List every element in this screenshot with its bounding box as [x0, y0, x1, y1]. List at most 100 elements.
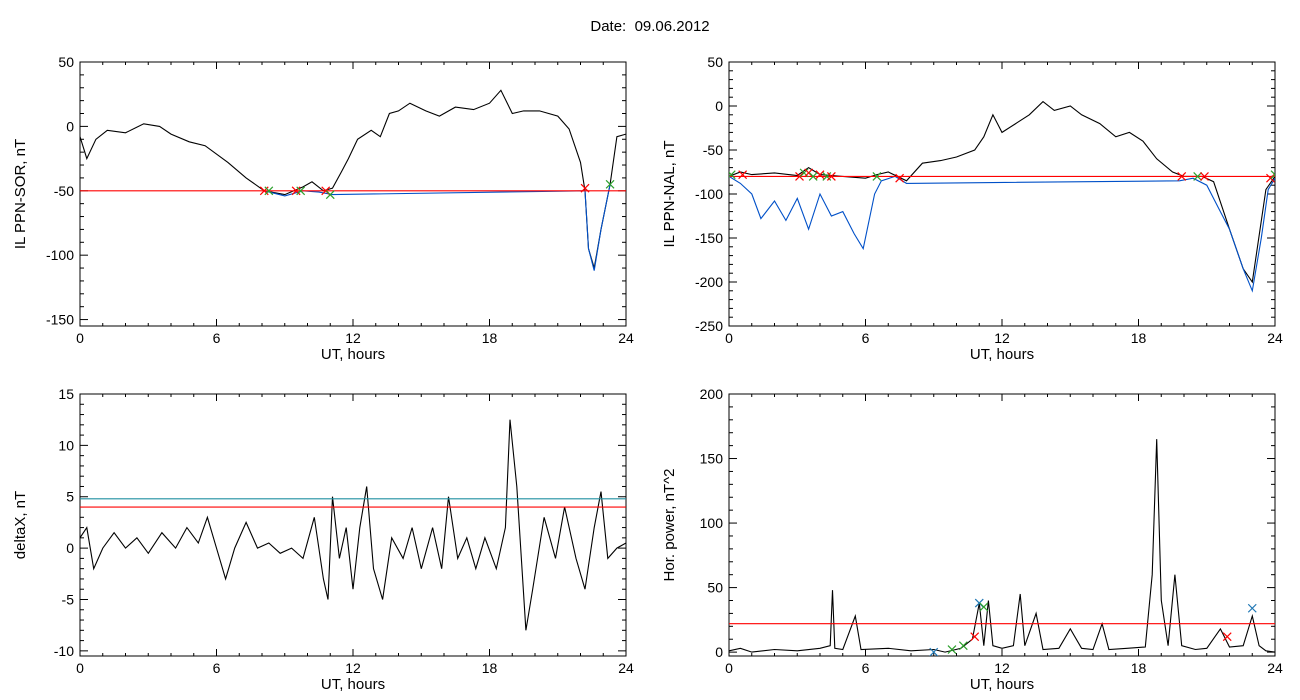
cross-marker-stroke	[738, 170, 748, 180]
x-tick-label: 24	[1267, 660, 1283, 676]
cross-marker	[958, 641, 968, 651]
cross-marker-stroke	[895, 173, 905, 183]
y-tick-label: 15	[58, 386, 74, 402]
cross-marker-stroke	[974, 598, 984, 608]
x-tick-label: 6	[213, 330, 221, 346]
cross-marker	[808, 171, 818, 181]
x-axis-label: UT, hours	[970, 346, 1034, 363]
cross-marker	[325, 190, 335, 200]
y-tick-label: -100	[695, 186, 723, 202]
chart-panel-ppn-nal: 0 6 12 18 24 50 0 -50 -100 -150 -200 -250 UT, hours I…	[661, 54, 1283, 363]
cross-marker	[1193, 171, 1203, 181]
y-tick-label: -200	[695, 274, 723, 290]
cross-marker-stroke	[958, 641, 968, 651]
cross-marker	[1222, 632, 1232, 642]
cross-marker	[872, 171, 882, 181]
cross-marker-stroke	[826, 171, 836, 181]
y-tick-label: -100	[46, 247, 74, 263]
date-label: Date:	[590, 18, 627, 35]
cross-marker	[795, 171, 804, 181]
x-tick-label: 24	[618, 330, 634, 346]
x-tick-label: 12	[994, 330, 1010, 346]
x-tick-label: 6	[213, 660, 221, 676]
y-tick-label: 10	[58, 437, 74, 453]
cross-marker	[296, 186, 306, 196]
y-axis-label: Hor. power, nT^2	[661, 469, 678, 582]
x-tick-label: 0	[76, 660, 84, 676]
cross-marker-stroke	[325, 190, 335, 200]
y-tick-label: 0	[715, 644, 723, 660]
cross-marker	[1270, 170, 1275, 180]
y-tick-label: -10	[54, 643, 74, 659]
cross-marker	[1177, 171, 1187, 181]
series-line-0	[80, 419, 626, 631]
y-axis-label: deltaX, nT	[12, 491, 29, 559]
y-axis-label: IL PPN-SOR, nT	[12, 139, 29, 249]
cross-marker-stroke	[1270, 173, 1275, 180]
cross-marker	[815, 170, 825, 180]
y-tick-label: -150	[695, 230, 723, 246]
series-line-1	[264, 184, 611, 271]
chart-panel-ppn-sor: 0 6 12 18 24 50 0 -50 -100 -150 UT, hours IL PPN-SO…	[12, 54, 634, 363]
series-line-1	[729, 175, 1275, 293]
y-tick-label: 150	[700, 451, 724, 467]
cross-marker-stroke	[296, 186, 306, 196]
cross-marker	[929, 647, 939, 656]
cross-marker	[729, 170, 736, 180]
y-axis-label: IL PPN-NAL, nT	[661, 141, 678, 248]
cross-marker-stroke	[808, 171, 818, 181]
y-tick-label: 0	[66, 118, 74, 134]
x-tick-label: 12	[345, 330, 361, 346]
cross-marker	[970, 632, 980, 642]
cross-marker-stroke	[979, 602, 989, 612]
cross-marker-stroke	[580, 183, 590, 193]
y-tick-label: -150	[46, 312, 74, 328]
date-value: 09.06.2012	[634, 18, 710, 35]
x-tick-label: 0	[725, 660, 733, 676]
figure-date-title: Date: 09.06.2012	[0, 18, 1300, 35]
plot-frame	[728, 61, 1276, 327]
x-tick-label: 0	[76, 330, 84, 346]
y-tick-label: -250	[695, 318, 723, 334]
cross-marker-stroke	[1193, 171, 1203, 181]
cross-marker-stroke	[872, 171, 882, 181]
chart-panel-deltax: 0 6 12 18 24 15 10 5 0 -5 -10 UT, hours deltaX, nT	[12, 386, 634, 693]
plot-frame	[79, 393, 627, 657]
cross-marker-stroke	[970, 632, 980, 642]
cross-marker	[580, 183, 590, 193]
plot-area	[80, 419, 626, 631]
cross-marker-stroke	[264, 186, 274, 196]
cross-marker	[979, 602, 989, 612]
cross-marker-stroke	[1222, 632, 1232, 642]
cross-marker	[1266, 173, 1275, 183]
cross-marker	[826, 171, 836, 181]
cross-marker-stroke	[1270, 170, 1275, 176]
cross-marker-stroke	[321, 186, 331, 196]
plot-area	[729, 100, 1275, 293]
series-line-0	[729, 439, 1275, 653]
x-tick-label: 24	[1267, 330, 1283, 346]
plot-area	[729, 439, 1275, 656]
x-tick-label: 18	[482, 330, 498, 346]
y-tick-label: 200	[700, 386, 724, 402]
y-tick-label: 100	[700, 515, 724, 531]
cross-marker-stroke	[1247, 603, 1257, 613]
x-tick-label: 24	[618, 660, 634, 676]
cross-marker-stroke	[1266, 173, 1275, 183]
cross-marker	[264, 186, 274, 196]
cross-marker	[1247, 603, 1257, 613]
series-line-0	[729, 100, 1275, 284]
x-axis-label: UT, hours	[321, 676, 385, 693]
x-tick-label: 18	[1131, 660, 1147, 676]
plot-frame	[728, 393, 1276, 657]
y-tick-label: -5	[62, 591, 75, 607]
x-tick-label: 6	[862, 660, 870, 676]
cross-marker-stroke	[804, 168, 814, 178]
y-tick-label: 50	[707, 580, 723, 596]
y-tick-label: 5	[66, 489, 74, 505]
cross-marker	[1200, 171, 1209, 181]
cross-marker-stroke	[605, 179, 615, 189]
x-tick-label: 18	[482, 660, 498, 676]
cross-marker-stroke	[947, 645, 957, 654]
